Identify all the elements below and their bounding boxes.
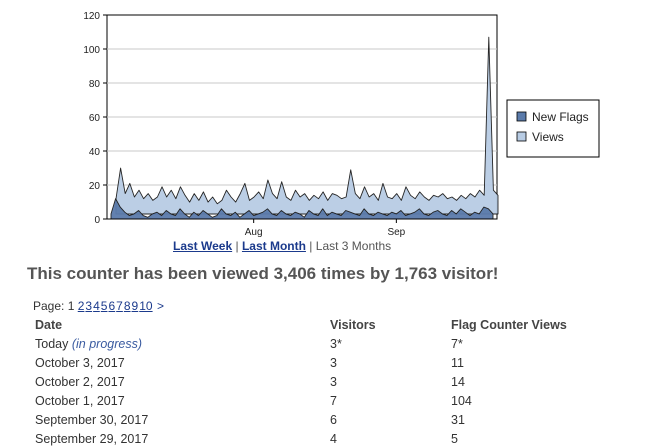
views-chart: 0 20 40 60 80 100 120 Aug Sep New Flags Views xyxy=(83,11,600,238)
last-3-months-label: Last 3 Months xyxy=(315,239,392,253)
pager-page-link[interactable]: 6 xyxy=(108,299,116,313)
cell-date: September 29, 2017 xyxy=(35,431,149,446)
legend-swatch xyxy=(516,111,527,122)
x-tick-label: Sep xyxy=(387,227,405,238)
last-week-link[interactable]: Last Week xyxy=(173,239,233,253)
y-tick-label: 80 xyxy=(89,79,101,90)
legend-label: Views xyxy=(532,130,564,144)
table-row: October 1, 2017 7 104 xyxy=(33,391,591,410)
cell-date: October 3, 2017 xyxy=(35,355,125,370)
cell-visitors: 6 xyxy=(330,412,337,427)
y-tick-label: 120 xyxy=(83,11,100,22)
table-row-today: Today (in progress) 3* 7* xyxy=(33,334,591,353)
pager-page-link[interactable]: 4 xyxy=(93,299,100,313)
header-date: Date xyxy=(35,317,63,332)
series-new-flags-area xyxy=(110,198,494,220)
pager-page-link[interactable]: 5 xyxy=(100,299,108,313)
pager-page-link[interactable]: 2 xyxy=(77,299,85,313)
pager-page-link[interactable]: 3 xyxy=(85,299,93,313)
in-progress-note: (in progress) xyxy=(71,336,143,351)
y-tick-label: 0 xyxy=(94,215,100,226)
cell-views: 14 xyxy=(451,374,465,389)
pager-next-link[interactable]: > xyxy=(156,299,164,313)
cell-visitors: 3 xyxy=(330,374,337,389)
y-tick-label: 20 xyxy=(89,181,101,192)
cell-date: October 1, 2017 xyxy=(35,393,125,408)
pagination: Page: 1 2345678910 > xyxy=(33,299,165,313)
last-month-link[interactable]: Last Month xyxy=(241,239,306,253)
table-row: September 30, 2017 6 31 xyxy=(33,410,591,429)
y-tick-label: 60 xyxy=(89,113,101,124)
cell-date: Today (in progress) xyxy=(33,334,328,353)
table-row: September 29, 2017 4 5 xyxy=(33,429,591,448)
pager-label: Page: xyxy=(33,299,65,313)
pager-page-link[interactable]: 8 xyxy=(123,299,131,313)
cell-views: 31 xyxy=(451,412,465,427)
table-row: October 3, 2017 3 11 xyxy=(33,353,591,372)
table-row: October 2, 2017 3 14 xyxy=(33,372,591,391)
cell-visitors: 3 xyxy=(330,355,337,370)
y-tick-label: 40 xyxy=(89,147,101,158)
series-views-area xyxy=(115,36,499,215)
legend-label: New Flags xyxy=(532,110,589,124)
cell-visitors: 4 xyxy=(330,431,337,446)
pager-page-link[interactable]: 10 xyxy=(139,299,153,313)
range-separator: | xyxy=(235,239,239,253)
header-views: Flag Counter Views xyxy=(451,317,567,332)
daily-stats-table: Date Visitors Flag Counter Views Today (… xyxy=(33,315,591,448)
pager-page-link[interactable]: 7 xyxy=(116,299,123,313)
cell-views: 7* xyxy=(451,336,463,351)
counter-headline: This counter has been viewed 3,406 times… xyxy=(27,264,499,283)
legend-swatch xyxy=(516,131,527,142)
pager-current-page: 1 xyxy=(67,299,75,313)
cell-views: 104 xyxy=(451,393,472,408)
cell-visitors: 7 xyxy=(330,393,337,408)
table-header-row: Date Visitors Flag Counter Views xyxy=(33,315,591,334)
pager-page-link[interactable]: 9 xyxy=(131,299,139,313)
x-tick-label: Aug xyxy=(245,227,263,238)
header-visitors: Visitors xyxy=(330,317,376,332)
cell-views: 5 xyxy=(451,431,458,446)
range-nav: Last Week | Last Month | Last 3 Months xyxy=(173,239,391,253)
cell-visitors: 3* xyxy=(330,336,342,351)
legend-box xyxy=(506,99,600,158)
today-label: Today xyxy=(35,336,69,351)
cell-date: October 2, 2017 xyxy=(35,374,125,389)
cell-date: September 30, 2017 xyxy=(35,412,149,427)
y-tick-label: 100 xyxy=(83,45,100,56)
range-separator: | xyxy=(309,239,313,253)
cell-views: 11 xyxy=(451,355,464,370)
